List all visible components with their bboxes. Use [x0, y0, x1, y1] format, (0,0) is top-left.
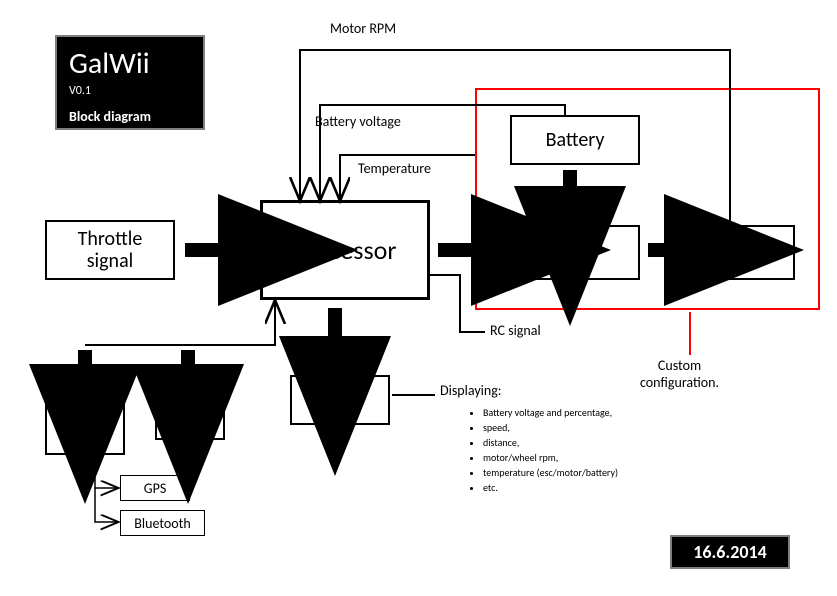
thin-arrows: [85, 50, 730, 522]
arrows-layer: [0, 0, 837, 596]
thick-arrows: [85, 170, 678, 378]
